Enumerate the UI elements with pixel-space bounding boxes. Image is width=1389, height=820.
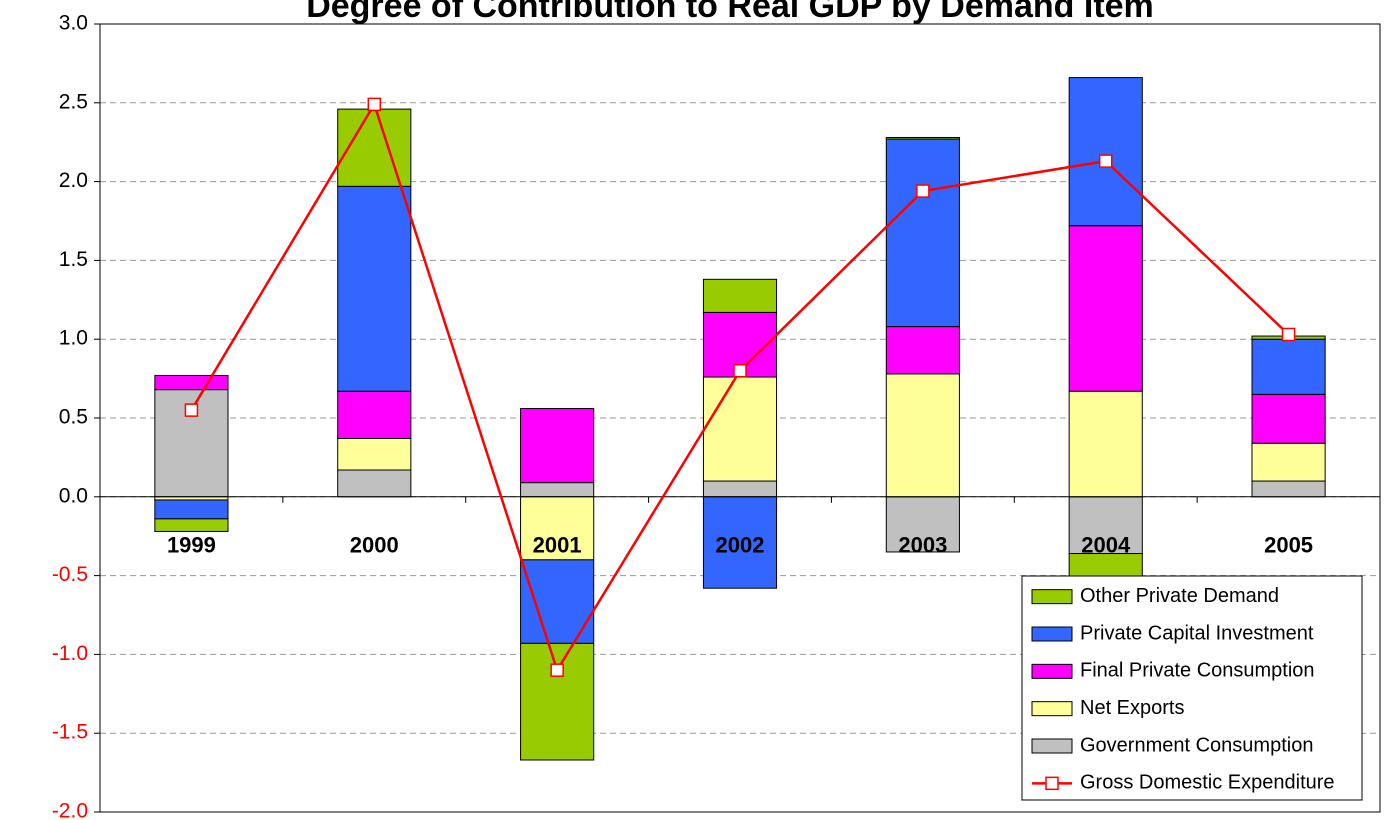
line-marker — [733, 363, 747, 378]
line-marker — [367, 97, 382, 112]
x-tick-label: 2005 — [1264, 533, 1313, 558]
bar-segment — [702, 278, 778, 313]
x-tick-label: 1999 — [167, 533, 216, 558]
y-tick-label: 0.0 — [59, 484, 88, 507]
bar-segment — [154, 499, 229, 520]
bar-segment — [885, 373, 960, 498]
legend-label: Gross Domestic Expenditure — [1080, 772, 1335, 794]
bar-segment — [702, 480, 778, 498]
bar-segment — [337, 108, 412, 187]
legend-swatch — [1031, 589, 1073, 605]
legend-label: Other Private Demand — [1080, 585, 1279, 607]
legend-box — [1021, 575, 1363, 801]
bar-segment — [337, 469, 412, 498]
legend-swatch — [1031, 738, 1073, 754]
x-tick-label: 2001 — [533, 533, 582, 558]
line-marker — [550, 663, 564, 677]
bar-segment — [1251, 480, 1326, 498]
x-tick-label: 2003 — [898, 533, 947, 558]
bar-segment — [885, 138, 960, 328]
legend-label: Net Exports — [1080, 697, 1184, 719]
bar-segment — [1251, 393, 1326, 444]
plot-border — [99, 23, 1381, 813]
bar-segment — [520, 408, 595, 484]
legend-label: Private Capital Investment — [1080, 622, 1314, 644]
bar-segment — [1068, 77, 1143, 227]
bar-segment — [1251, 442, 1326, 482]
bar-segment — [1251, 338, 1326, 395]
bar-segment — [337, 437, 412, 471]
y-tick-label: 0.5 — [59, 406, 88, 429]
bar-segment — [520, 559, 595, 644]
y-tick-label: -2.0 — [52, 800, 88, 820]
legend-swatch — [1031, 663, 1073, 679]
line-marker — [184, 403, 199, 417]
y-tick-label: -1.0 — [52, 642, 88, 665]
chart-title: Degree of Contribution to Real GDP by De… — [306, 0, 1154, 25]
y-tick-label: 2.5 — [59, 90, 88, 113]
bar-segment — [337, 185, 412, 392]
bar-segment — [154, 374, 229, 391]
bar-segment — [1068, 390, 1143, 498]
legend-marker — [1045, 776, 1059, 791]
x-tick-label: 2004 — [1081, 533, 1131, 558]
legend-swatch — [1031, 701, 1073, 717]
bar-segment — [520, 496, 595, 561]
y-tick-label: -0.5 — [52, 563, 88, 586]
line-marker — [1098, 154, 1113, 168]
y-tick-label: 2.0 — [59, 169, 88, 192]
y-tick-label: 3.0 — [59, 12, 88, 35]
bar-segment — [702, 376, 778, 482]
x-tick-label: 2002 — [716, 533, 765, 558]
bar-segment — [337, 390, 412, 439]
y-tick-label: 1.0 — [59, 327, 88, 350]
bar-segment — [885, 496, 960, 553]
bar-segment — [885, 136, 960, 140]
line-marker — [916, 184, 930, 198]
y-tick-label: -1.5 — [52, 721, 88, 744]
bar-segment — [520, 482, 595, 498]
legend-swatch — [1031, 626, 1073, 642]
bar-segment — [702, 496, 778, 589]
legend-label: Final Private Consumption — [1080, 660, 1315, 682]
line-marker — [1281, 327, 1296, 342]
bar-segment — [154, 518, 229, 532]
x-tick-label: 2000 — [350, 533, 399, 558]
legend-label: Government Consumption — [1080, 734, 1313, 756]
bar-segment — [885, 326, 960, 375]
bar-segment — [520, 642, 595, 761]
bar-segment — [1068, 225, 1143, 392]
bar-segment — [1068, 496, 1143, 555]
y-tick-label: 1.5 — [59, 248, 88, 271]
